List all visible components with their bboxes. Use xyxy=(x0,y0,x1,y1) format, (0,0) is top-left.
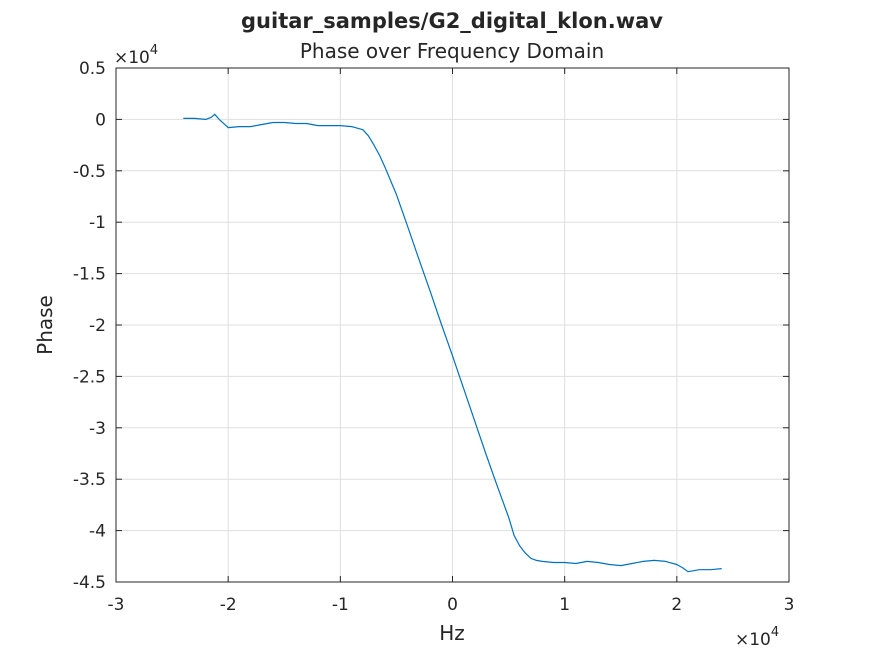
x-tick-label: -1 xyxy=(332,595,349,615)
x-axis-label: Hz xyxy=(439,621,465,645)
x-tick-label: 0 xyxy=(447,595,458,615)
x-exponent: ×104 xyxy=(735,625,779,650)
tick-marks xyxy=(115,67,790,583)
y-tick-label: -4.5 xyxy=(73,573,106,593)
y-axis-label: Phase xyxy=(33,295,57,355)
x-tick-label: -3 xyxy=(108,595,125,615)
y-tick-label: -4 xyxy=(89,522,106,542)
y-exponent-power: 4 xyxy=(150,43,158,58)
y-exponent: ×104 xyxy=(114,43,158,68)
x-exponent-power: 4 xyxy=(771,625,779,640)
y-exponent-base: ×10 xyxy=(114,48,150,68)
x-exponent-base: ×10 xyxy=(735,630,771,650)
y-tick-label: 0.5 xyxy=(79,59,106,79)
y-tick-label: -1.5 xyxy=(73,265,106,285)
y-tick-label: -0.5 xyxy=(73,162,106,182)
svg-text:×104: ×104 xyxy=(114,43,158,68)
y-tick-labels: 0.5 0 -0.5 -1 -1.5 -2 -2.5 -3 -3.5 -4 -4.5 xyxy=(73,59,106,593)
y-tick-label: -3 xyxy=(89,419,106,439)
series-layer xyxy=(183,113,722,573)
x-tick-label: 3 xyxy=(784,595,795,615)
y-tick-label: -3.5 xyxy=(73,470,106,490)
chart-subtitle: Phase over Frequency Domain xyxy=(300,39,604,63)
plot-area xyxy=(115,67,790,583)
series-line xyxy=(183,113,722,573)
x-tick-label: -2 xyxy=(220,595,237,615)
x-tick-label: 1 xyxy=(559,595,570,615)
y-tick-label: 0 xyxy=(95,110,106,130)
chart-title: guitar_samples/G2_digital_klon.wav xyxy=(241,9,663,33)
y-tick-label: -2.5 xyxy=(73,367,106,387)
y-tick-label: -2 xyxy=(89,316,106,336)
x-tick-label: 2 xyxy=(671,595,682,615)
x-tick-labels: -3 -2 -1 0 1 2 3 xyxy=(108,595,795,615)
y-tick-label: -1 xyxy=(89,213,106,233)
svg-text:×104: ×104 xyxy=(735,625,779,650)
